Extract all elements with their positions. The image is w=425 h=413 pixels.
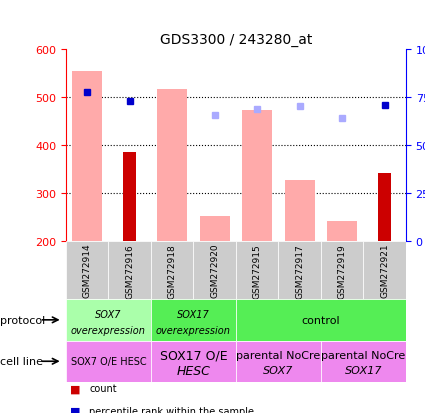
- Text: GSM272918: GSM272918: [167, 243, 177, 298]
- Text: SOX7 O/E HESC: SOX7 O/E HESC: [71, 356, 146, 366]
- Bar: [278, 242, 321, 299]
- Text: protocol: protocol: [0, 315, 45, 325]
- Bar: [321, 341, 406, 382]
- Text: GSM272914: GSM272914: [82, 243, 92, 298]
- Bar: [285, 180, 314, 242]
- Bar: [327, 222, 357, 242]
- Text: SOX17 O/E: SOX17 O/E: [159, 349, 227, 362]
- Text: overexpression: overexpression: [156, 325, 231, 335]
- Bar: [236, 299, 406, 341]
- Bar: [123, 152, 136, 242]
- Text: HESC: HESC: [176, 364, 210, 377]
- Bar: [378, 174, 391, 242]
- Text: parental NoCre: parental NoCre: [236, 350, 320, 360]
- Bar: [151, 242, 193, 299]
- Bar: [321, 242, 363, 299]
- Text: ■: ■: [70, 383, 81, 393]
- Text: SOX7: SOX7: [95, 309, 122, 319]
- Text: parental NoCre: parental NoCre: [321, 350, 405, 360]
- Text: GSM272919: GSM272919: [337, 243, 347, 298]
- Text: control: control: [302, 315, 340, 325]
- Bar: [66, 341, 151, 382]
- Text: SOX7: SOX7: [263, 366, 294, 375]
- Bar: [151, 299, 236, 341]
- Bar: [66, 299, 151, 341]
- Text: SOX17: SOX17: [177, 309, 210, 319]
- Text: GSM272916: GSM272916: [125, 243, 134, 298]
- Text: percentile rank within the sample: percentile rank within the sample: [89, 406, 254, 413]
- Text: count: count: [89, 383, 117, 393]
- Title: GDS3300 / 243280_at: GDS3300 / 243280_at: [160, 33, 312, 47]
- Text: ■: ■: [70, 406, 81, 413]
- Bar: [363, 242, 406, 299]
- Bar: [151, 341, 236, 382]
- Bar: [108, 242, 151, 299]
- Bar: [236, 341, 321, 382]
- Text: GSM272921: GSM272921: [380, 243, 389, 298]
- Bar: [193, 242, 236, 299]
- Bar: [157, 89, 187, 242]
- Text: GSM272915: GSM272915: [252, 243, 262, 298]
- Bar: [236, 242, 278, 299]
- Text: GSM272917: GSM272917: [295, 243, 304, 298]
- Text: GSM272920: GSM272920: [210, 243, 219, 298]
- Bar: [242, 111, 272, 242]
- Text: overexpression: overexpression: [71, 325, 146, 335]
- Bar: [72, 72, 102, 242]
- Bar: [66, 242, 108, 299]
- Bar: [200, 217, 230, 242]
- Text: SOX17: SOX17: [345, 366, 382, 375]
- Text: cell line: cell line: [0, 356, 43, 366]
